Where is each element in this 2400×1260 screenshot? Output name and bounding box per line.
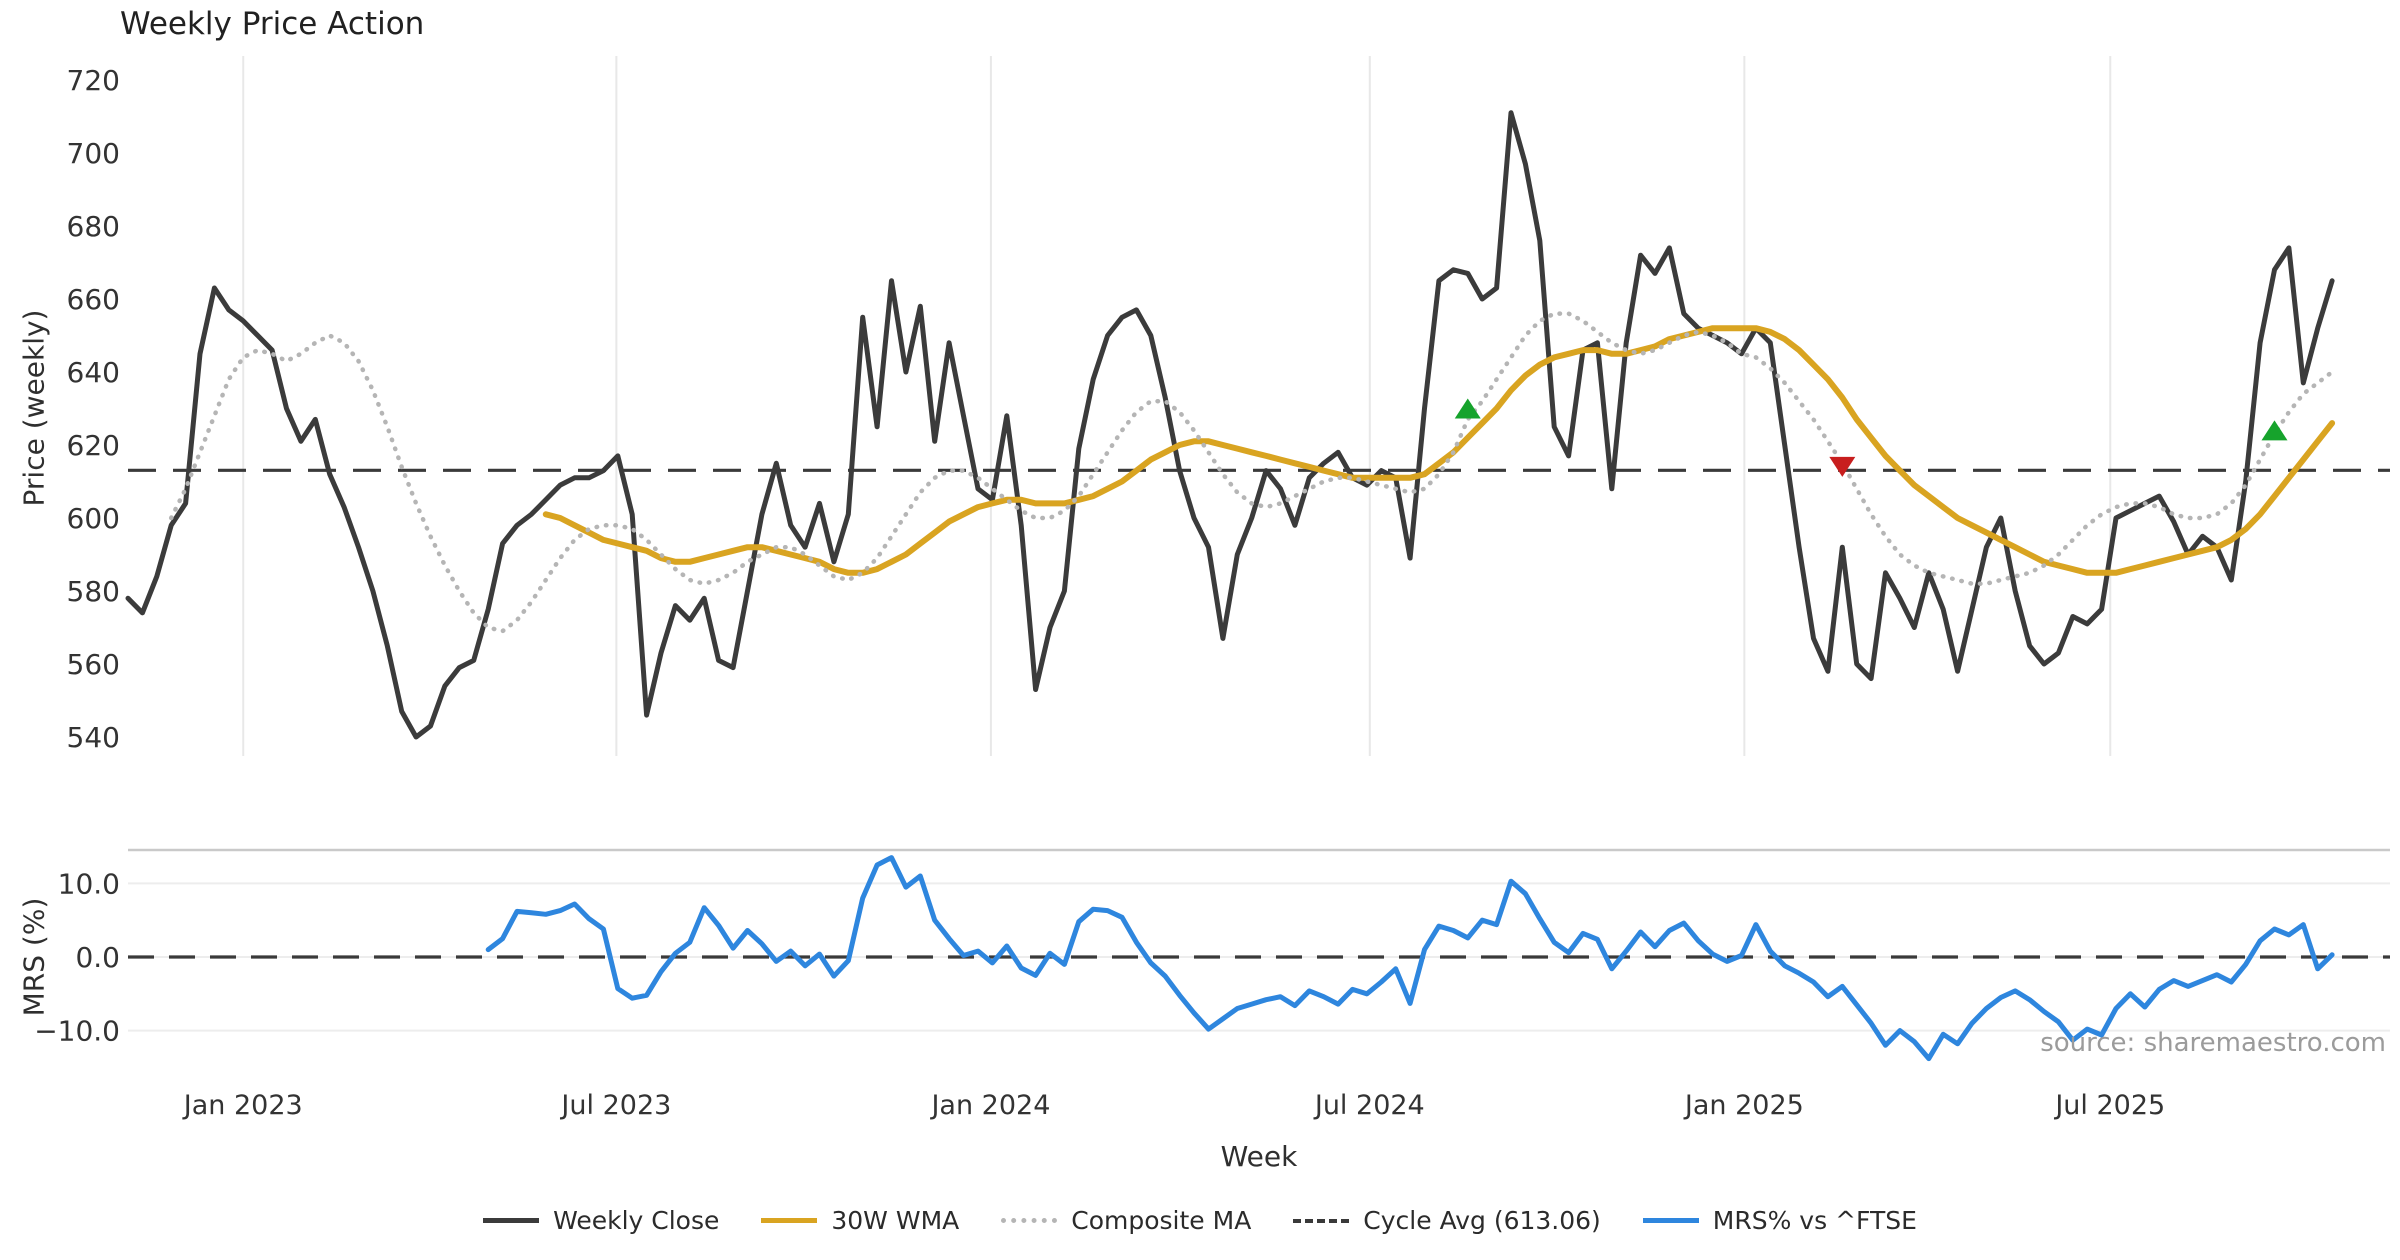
weekly-close-line	[125, 110, 2335, 740]
legend-item-mrs: MRS% vs ^FTSE	[1642, 1206, 1917, 1235]
price-tick-label: 660	[67, 283, 120, 316]
buy-signal-marker	[1454, 398, 1481, 419]
price-tick-label: 580	[67, 575, 120, 608]
30w-wma-line	[542, 325, 2336, 576]
legend-item-weekly-close: Weekly Close	[483, 1206, 719, 1235]
mrs-vs-ftse-line	[485, 855, 2335, 1062]
price-tick-label: 560	[67, 648, 120, 681]
mrs-tick-label: 0.0	[75, 941, 120, 974]
legend-label: MRS% vs ^FTSE	[1712, 1206, 1917, 1235]
buy-signal-marker	[2261, 420, 2288, 441]
composite-ma-line	[168, 311, 2335, 634]
weekly-close-line-swatch	[483, 1218, 540, 1223]
chart-title: Weekly Price Action	[120, 6, 425, 42]
price-tick-label: 640	[67, 356, 120, 389]
price-tick-label: 680	[67, 210, 120, 243]
legend-label: Composite MA	[1071, 1206, 1252, 1235]
x-tick-label: Jul 2023	[559, 1090, 671, 1121]
price-axis-label: Price (weekly)	[17, 309, 51, 507]
x-tick-label: Jan 2023	[182, 1090, 303, 1121]
price-tick-label: 700	[67, 137, 120, 170]
mrs-line-swatch	[1642, 1218, 1699, 1223]
sell-signal-marker	[1829, 456, 1856, 477]
legend-item-30w-wma: 30W WMA	[761, 1206, 959, 1235]
legend-label: 30W WMA	[831, 1206, 960, 1235]
legend-label: Cycle Avg (613.06)	[1363, 1206, 1601, 1235]
price-tick-label: 600	[67, 502, 120, 535]
source-attribution: source: sharemaestro.com	[2040, 1028, 2386, 1058]
x-tick-label: Jan 2025	[1683, 1090, 1804, 1121]
x-tick-label: Jan 2024	[929, 1090, 1050, 1121]
cycle-avg-line-swatch	[1293, 1218, 1350, 1223]
x-axis-label: Week	[1220, 1140, 1298, 1173]
legend-label: Weekly Close	[553, 1206, 720, 1235]
x-tick-label: Jul 2025	[2053, 1090, 2165, 1121]
mrs-axis-label: MRS (%)	[17, 897, 51, 1017]
legend-item-composite-ma: Composite MA	[1001, 1206, 1251, 1235]
mrs-tick-label: −10.0	[34, 1015, 120, 1048]
x-tick-label: Jul 2024	[1313, 1090, 1425, 1121]
chart-plot-area: 720 700 680 660 640 620 600 580 560 540 10.0 0.0 −10…	[34, 56, 2390, 1121]
price-tick-label: 540	[67, 721, 120, 754]
price-tick-label: 720	[67, 64, 120, 97]
composite-ma-line-swatch	[1001, 1218, 1058, 1223]
price-tick-label: 620	[67, 429, 120, 462]
wma-line-swatch	[761, 1218, 818, 1223]
legend-item-cycle-avg: Cycle Avg (613.06)	[1293, 1206, 1601, 1235]
chart-legend: Weekly Close 30W WMA Composite MA Cycle …	[0, 1206, 2400, 1235]
mrs-tick-label: 10.0	[58, 867, 120, 900]
